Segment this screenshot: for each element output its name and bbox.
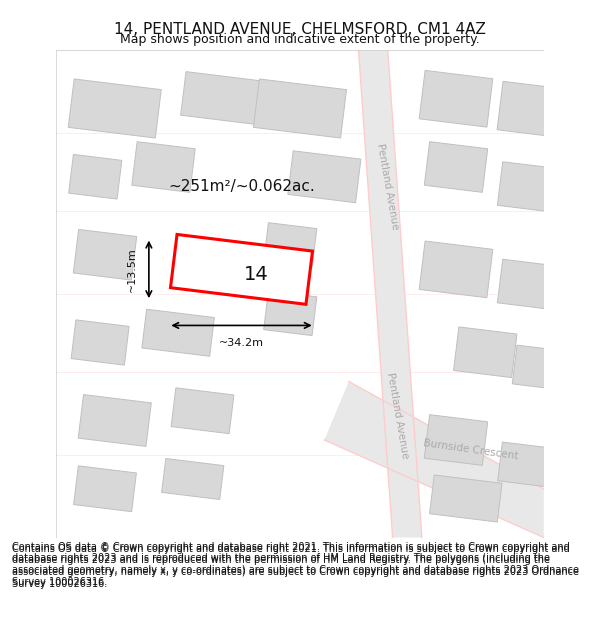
Polygon shape: [73, 229, 137, 280]
Text: ~34.2m: ~34.2m: [219, 338, 264, 348]
Polygon shape: [253, 79, 347, 138]
Polygon shape: [132, 142, 195, 192]
Polygon shape: [359, 50, 422, 538]
Polygon shape: [78, 394, 151, 446]
Polygon shape: [68, 154, 122, 199]
Text: ~251m²/~0.062ac.: ~251m²/~0.062ac.: [168, 179, 315, 194]
Polygon shape: [430, 475, 502, 522]
Text: Pentland Avenue: Pentland Avenue: [375, 142, 400, 231]
Polygon shape: [142, 309, 214, 356]
Polygon shape: [497, 259, 551, 309]
Text: Contains OS data © Crown copyright and database right 2021. This information is : Contains OS data © Crown copyright and d…: [12, 542, 579, 587]
Polygon shape: [171, 388, 234, 434]
Text: 14: 14: [244, 265, 269, 284]
Polygon shape: [74, 466, 136, 512]
Polygon shape: [161, 459, 224, 499]
Polygon shape: [71, 320, 129, 365]
Polygon shape: [68, 79, 161, 138]
Text: ~13.5m: ~13.5m: [127, 247, 137, 292]
Text: Pentland Avenue: Pentland Avenue: [385, 372, 410, 459]
Polygon shape: [288, 151, 361, 202]
Polygon shape: [419, 241, 493, 298]
Polygon shape: [263, 291, 317, 336]
Text: Burnside Crescent: Burnside Crescent: [422, 438, 518, 461]
Polygon shape: [497, 162, 551, 211]
Polygon shape: [497, 81, 551, 136]
Polygon shape: [424, 414, 488, 466]
Polygon shape: [419, 71, 493, 127]
Polygon shape: [325, 381, 544, 538]
Polygon shape: [170, 234, 313, 304]
Polygon shape: [512, 345, 556, 389]
Polygon shape: [454, 327, 517, 378]
Text: Contains OS data © Crown copyright and database right 2021. This information is : Contains OS data © Crown copyright and d…: [12, 544, 579, 589]
Polygon shape: [263, 222, 317, 268]
Polygon shape: [181, 72, 273, 126]
Polygon shape: [424, 142, 488, 192]
Text: 14, PENTLAND AVENUE, CHELMSFORD, CM1 4AZ: 14, PENTLAND AVENUE, CHELMSFORD, CM1 4AZ: [114, 22, 486, 37]
Text: Map shows position and indicative extent of the property.: Map shows position and indicative extent…: [120, 32, 480, 46]
Polygon shape: [497, 442, 551, 487]
